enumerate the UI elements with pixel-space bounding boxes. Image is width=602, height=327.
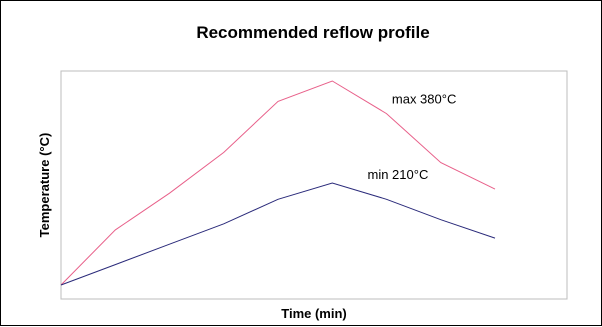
series-layer: [60, 80, 496, 286]
chart-title: Recommended reflow profile: [196, 23, 429, 42]
y-axis-label: Temperature (°C): [37, 133, 52, 238]
plot-area: [60, 70, 568, 300]
series-line-1: [60, 182, 496, 286]
series-line-0: [60, 80, 496, 286]
annotation-label-1: min 210°C: [368, 167, 429, 182]
annotation-layer: max 380°C min 210°C: [368, 92, 457, 183]
annotation-label-0: max 380°C: [392, 92, 456, 107]
x-axis-label: Time (min): [281, 306, 347, 321]
